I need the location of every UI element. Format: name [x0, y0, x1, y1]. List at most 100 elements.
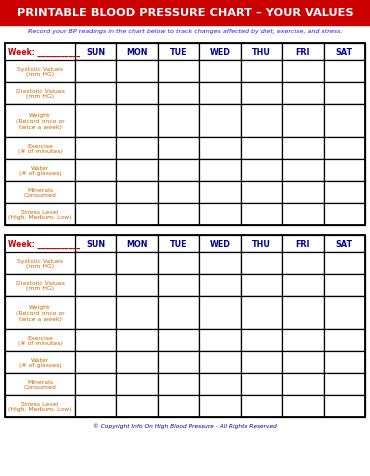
Bar — [282, 44, 324, 61]
Bar — [324, 182, 365, 204]
Text: Systolic Values
(mm HG): Systolic Values (mm HG) — [17, 258, 63, 269]
Bar — [282, 83, 324, 105]
Bar — [282, 395, 324, 417]
Bar — [117, 275, 158, 297]
Bar — [75, 159, 117, 182]
Bar — [158, 105, 199, 138]
Bar — [241, 83, 282, 105]
Bar — [117, 204, 158, 226]
Bar — [158, 297, 199, 329]
Bar — [0, 0, 370, 26]
Bar — [282, 275, 324, 297]
Bar — [5, 297, 75, 329]
Text: SUN: SUN — [86, 239, 105, 248]
Bar — [324, 252, 365, 275]
Text: THU: THU — [252, 239, 271, 248]
Bar — [199, 44, 241, 61]
Bar — [282, 252, 324, 275]
Text: Water
(# of glasses): Water (# of glasses) — [18, 357, 61, 367]
Text: Minerals
Consumed: Minerals Consumed — [24, 187, 56, 198]
Bar — [117, 252, 158, 275]
Bar — [324, 275, 365, 297]
Bar — [5, 44, 365, 226]
Bar — [117, 373, 158, 395]
Text: Systolic Values
(mm HG): Systolic Values (mm HG) — [17, 67, 63, 77]
Bar — [117, 83, 158, 105]
Bar — [5, 236, 365, 417]
Bar — [5, 252, 75, 275]
Bar — [241, 204, 282, 226]
Bar — [199, 182, 241, 204]
Text: Diastolic Values
(mm HG): Diastolic Values (mm HG) — [16, 89, 64, 99]
Text: Exercise
(# of minutes): Exercise (# of minutes) — [17, 143, 63, 154]
Text: Weight
(Record once or
twice a week): Weight (Record once or twice a week) — [16, 113, 64, 129]
Bar — [241, 182, 282, 204]
Bar — [158, 204, 199, 226]
Bar — [282, 138, 324, 159]
Bar — [75, 83, 117, 105]
Bar — [75, 204, 117, 226]
Bar — [324, 351, 365, 373]
Text: TUE: TUE — [170, 239, 187, 248]
Bar — [158, 373, 199, 395]
Bar — [199, 138, 241, 159]
Text: © Copyright Info On High Blood Pressure - All Rights Reserved: © Copyright Info On High Blood Pressure … — [93, 422, 277, 428]
Bar — [199, 395, 241, 417]
Bar — [282, 329, 324, 351]
Bar — [241, 44, 282, 61]
Text: FRI: FRI — [296, 48, 310, 57]
Bar — [158, 159, 199, 182]
Bar — [241, 275, 282, 297]
Bar — [324, 395, 365, 417]
Bar — [75, 275, 117, 297]
Text: Record your BP readings in the chart below to track changes affected by diet, ex: Record your BP readings in the chart bel… — [28, 29, 342, 34]
Bar — [199, 275, 241, 297]
Bar — [5, 204, 75, 226]
Bar — [158, 44, 199, 61]
Bar — [324, 61, 365, 83]
Bar — [158, 182, 199, 204]
Bar — [75, 373, 117, 395]
Bar — [75, 61, 117, 83]
Text: SAT: SAT — [336, 239, 353, 248]
Bar — [117, 395, 158, 417]
Bar — [324, 204, 365, 226]
Bar — [199, 297, 241, 329]
Text: Weight
(Record once or
twice a week): Weight (Record once or twice a week) — [16, 305, 64, 321]
Text: MON: MON — [127, 48, 148, 57]
Bar — [117, 236, 158, 252]
Bar — [241, 329, 282, 351]
Text: SUN: SUN — [86, 48, 105, 57]
Bar — [158, 351, 199, 373]
Bar — [158, 275, 199, 297]
Bar — [158, 236, 199, 252]
Text: Stress Level
(High, Medium, Low): Stress Level (High, Medium, Low) — [8, 209, 72, 220]
Bar — [282, 373, 324, 395]
Bar — [324, 83, 365, 105]
Bar — [117, 138, 158, 159]
Bar — [282, 105, 324, 138]
Bar — [75, 252, 117, 275]
Text: THU: THU — [252, 48, 271, 57]
Bar — [324, 236, 365, 252]
Bar — [324, 44, 365, 61]
Bar — [241, 105, 282, 138]
Bar — [199, 204, 241, 226]
Bar — [282, 204, 324, 226]
Bar — [199, 236, 241, 252]
Bar — [324, 373, 365, 395]
Bar — [241, 236, 282, 252]
Bar — [5, 105, 75, 138]
Bar — [5, 61, 75, 83]
Bar — [75, 351, 117, 373]
Bar — [5, 182, 75, 204]
Text: WED: WED — [209, 48, 231, 57]
Text: Minerals
Consumed: Minerals Consumed — [24, 379, 56, 389]
Text: TUE: TUE — [170, 48, 187, 57]
Bar — [199, 83, 241, 105]
Bar — [241, 138, 282, 159]
Bar — [199, 105, 241, 138]
Bar — [199, 252, 241, 275]
Bar — [117, 61, 158, 83]
Bar — [282, 351, 324, 373]
